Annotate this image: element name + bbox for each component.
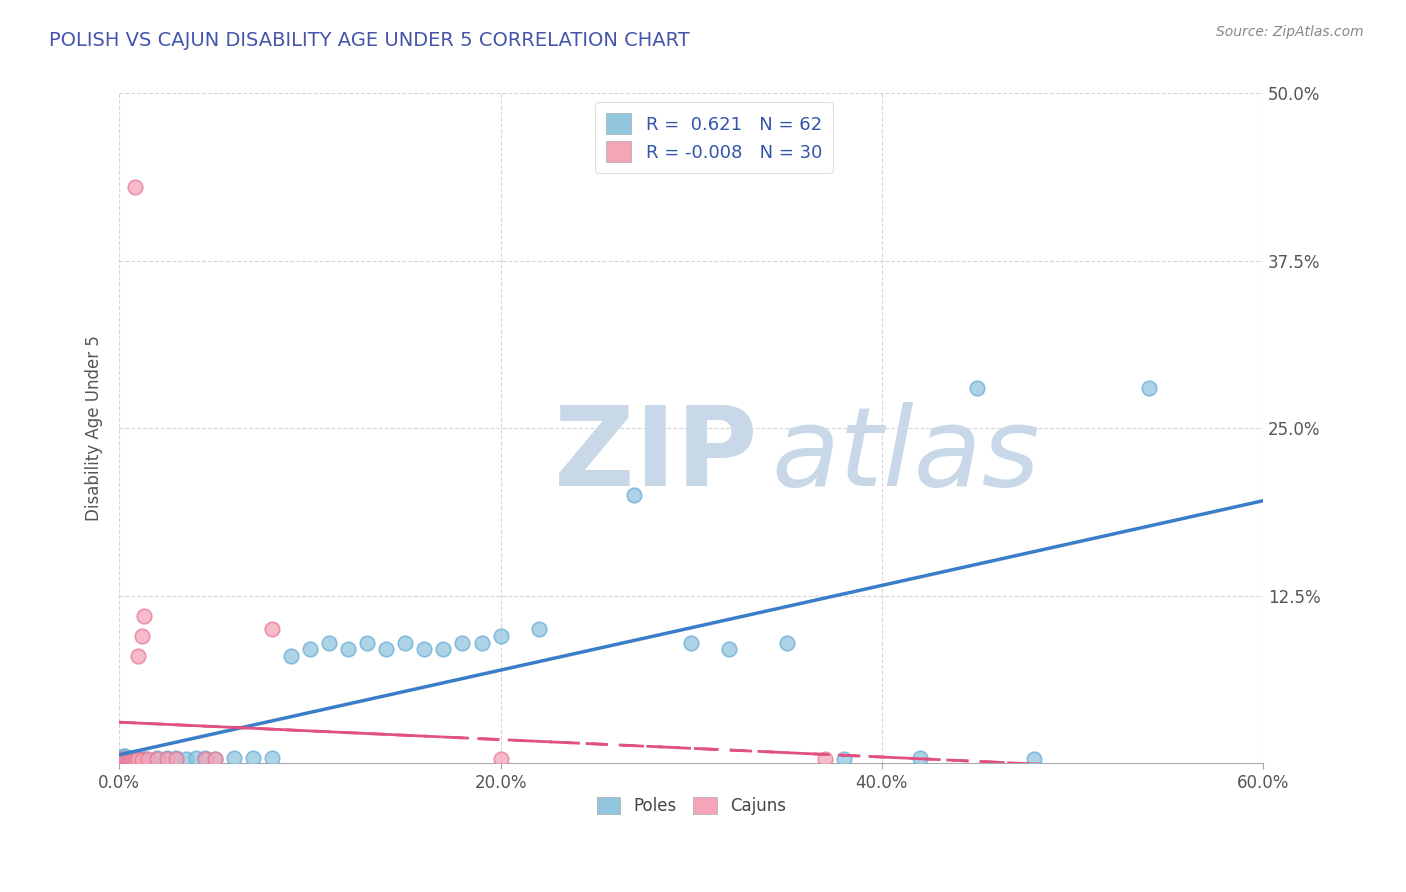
- Point: [394, 635, 416, 649]
- Point: [114, 749, 136, 764]
- Point: [280, 648, 302, 663]
- Point: [623, 488, 645, 502]
- Point: [489, 629, 512, 643]
- Point: [112, 754, 135, 768]
- Point: [112, 749, 135, 764]
- Point: [112, 752, 135, 766]
- Point: [356, 635, 378, 649]
- Point: [908, 751, 931, 765]
- Point: [204, 752, 226, 766]
- Point: [131, 754, 153, 768]
- Point: [118, 751, 141, 765]
- Point: [120, 752, 142, 766]
- Point: [432, 642, 454, 657]
- Point: [112, 754, 135, 768]
- Point: [118, 754, 141, 768]
- Point: [1137, 381, 1160, 395]
- Point: [132, 752, 155, 766]
- Point: [413, 642, 436, 657]
- Point: [146, 752, 169, 766]
- Point: [337, 642, 360, 657]
- Point: [194, 751, 217, 765]
- Point: [120, 754, 142, 768]
- Point: [156, 752, 179, 766]
- Point: [125, 754, 148, 768]
- Point: [114, 752, 136, 766]
- Point: [112, 751, 135, 765]
- Point: [131, 752, 153, 766]
- Point: [114, 754, 136, 768]
- Point: [121, 752, 143, 766]
- Point: [260, 622, 283, 636]
- Point: [222, 751, 245, 765]
- Point: [115, 754, 138, 768]
- Text: atlas: atlas: [772, 401, 1040, 508]
- Point: [118, 754, 141, 768]
- Point: [120, 754, 142, 768]
- Point: [124, 752, 146, 766]
- Point: [775, 635, 797, 649]
- Point: [118, 752, 141, 766]
- Text: POLISH VS CAJUN DISABILITY AGE UNDER 5 CORRELATION CHART: POLISH VS CAJUN DISABILITY AGE UNDER 5 C…: [49, 31, 690, 50]
- Point: [156, 751, 179, 765]
- Point: [166, 751, 188, 765]
- Point: [470, 635, 492, 649]
- Point: [718, 642, 741, 657]
- Point: [110, 752, 132, 766]
- Point: [127, 648, 149, 663]
- Point: [814, 752, 837, 766]
- Point: [121, 754, 143, 768]
- Point: [260, 751, 283, 765]
- Point: [204, 752, 226, 766]
- Point: [184, 751, 207, 765]
- Point: [110, 752, 132, 766]
- Point: [136, 752, 159, 766]
- Point: [127, 752, 149, 766]
- Point: [125, 754, 148, 768]
- Point: [135, 752, 157, 766]
- Point: [114, 752, 136, 766]
- Text: Source: ZipAtlas.com: Source: ZipAtlas.com: [1216, 25, 1364, 39]
- Point: [242, 751, 264, 765]
- Point: [451, 635, 474, 649]
- Point: [489, 752, 512, 766]
- Point: [115, 754, 138, 768]
- Point: [131, 629, 153, 643]
- Point: [118, 752, 141, 766]
- Point: [110, 754, 132, 768]
- Point: [146, 751, 169, 765]
- Point: [527, 622, 550, 636]
- Point: [166, 752, 188, 766]
- Point: [129, 752, 152, 766]
- Point: [115, 752, 138, 766]
- Point: [1024, 752, 1046, 766]
- Point: [127, 754, 149, 768]
- Point: [125, 752, 148, 766]
- Text: ZIP: ZIP: [554, 401, 758, 508]
- Point: [832, 752, 855, 766]
- Point: [115, 752, 138, 766]
- Point: [298, 642, 321, 657]
- Point: [110, 754, 132, 768]
- Point: [112, 752, 135, 766]
- Point: [115, 751, 138, 765]
- Point: [375, 642, 398, 657]
- Point: [121, 752, 143, 766]
- Point: [121, 754, 143, 768]
- Point: [114, 751, 136, 765]
- Point: [120, 752, 142, 766]
- Point: [681, 635, 703, 649]
- Point: [318, 635, 340, 649]
- Point: [194, 752, 217, 766]
- Point: [110, 751, 132, 765]
- Point: [132, 608, 155, 623]
- Point: [124, 754, 146, 768]
- Legend: Poles, Cajuns: Poles, Cajuns: [591, 790, 793, 822]
- Point: [124, 752, 146, 766]
- Point: [174, 752, 197, 766]
- Y-axis label: Disability Age Under 5: Disability Age Under 5: [86, 335, 103, 521]
- Point: [114, 754, 136, 768]
- Point: [124, 180, 146, 194]
- Point: [966, 381, 988, 395]
